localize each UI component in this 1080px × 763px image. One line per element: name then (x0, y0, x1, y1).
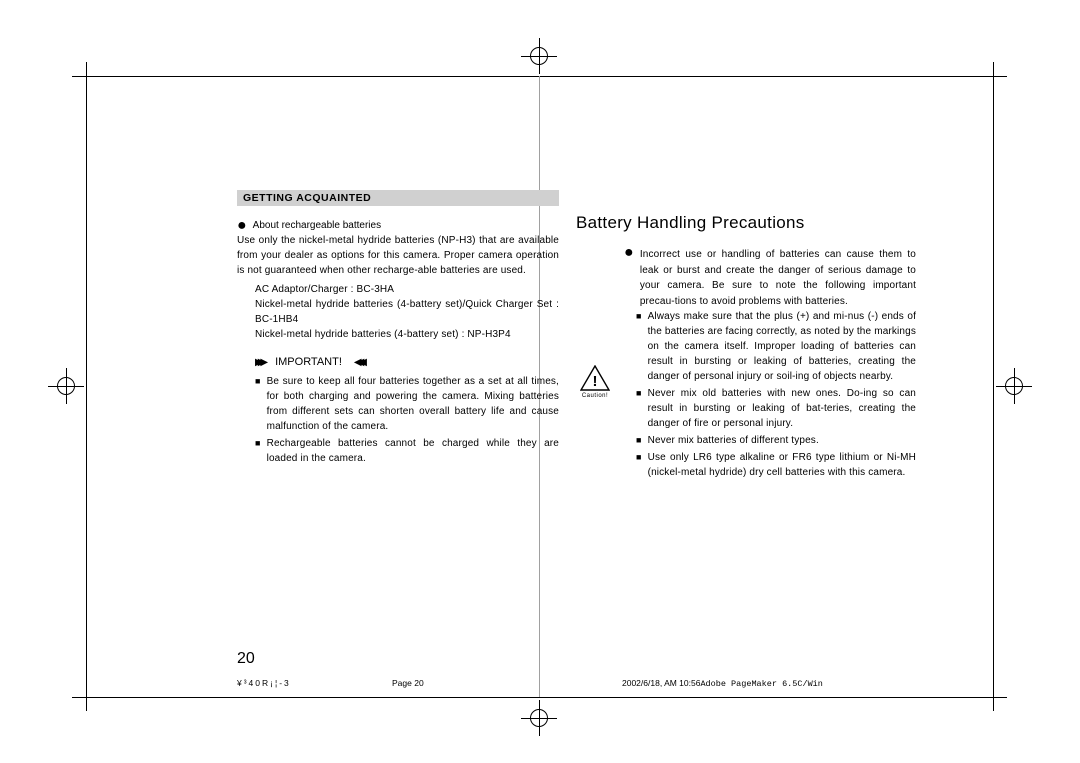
square-bullet-icon: ■ (255, 436, 261, 466)
page-number: 20 (237, 650, 255, 668)
list-text: Never mix batteries of different types. (648, 433, 916, 448)
list-item: ● Incorrect use or handling of batteries… (624, 247, 916, 309)
list-item: ■ Always make sure that the plus (+) and… (636, 309, 916, 384)
square-bullet-icon: ■ (636, 450, 642, 480)
print-slug: ¥³40R¡¦-3 Page 20 2002/6/18, AM 10:56Ado… (237, 678, 937, 689)
crop-tick (86, 697, 87, 711)
crop-frame-left (86, 76, 87, 697)
list-text: Rechargeable batteries cannot be charged… (267, 436, 559, 466)
square-bullet-icon: ■ (636, 433, 642, 448)
crop-tick (72, 697, 86, 698)
list-text: Be sure to keep all four batteries toget… (267, 374, 559, 434)
crop-tick (993, 76, 1007, 77)
subheading: About rechargeable batteries (253, 220, 381, 231)
list-text: Never mix old batteries with new ones. D… (648, 386, 916, 431)
registration-mark-right (996, 368, 1032, 404)
spec-line: AC Adaptor/Charger : BC-3HA (255, 282, 559, 297)
caution-icon-block: ! Caution! (576, 365, 614, 482)
square-bullet-icon: ■ (255, 374, 261, 434)
spec-line: Nickel-metal hydride batteries (4-batter… (255, 297, 559, 327)
spec-line: Nickel-metal hydride batteries (4-batter… (255, 327, 559, 342)
registration-mark-top (521, 38, 557, 74)
bullet-icon: ● (237, 221, 247, 231)
page-right: Battery Handling Precautions ! Caution! … (576, 213, 916, 482)
page-left: GETTING ACQUAINTED ● About rechargeable … (237, 190, 559, 468)
body-paragraph: Use only the nickel-metal hydride batter… (237, 233, 559, 278)
list-item: ■ Never mix old batteries with new ones.… (636, 386, 916, 431)
crop-tick (72, 76, 86, 77)
list-item: ■ Be sure to keep all four batteries tog… (255, 374, 559, 434)
warning-triangle-icon: ! (580, 365, 610, 391)
list-text: Always make sure that the plus (+) and m… (648, 309, 916, 384)
page-title: Battery Handling Precautions (576, 213, 916, 233)
slug-doc: ¥³40R¡¦-3 (237, 678, 392, 689)
svg-text:!: ! (593, 373, 598, 390)
section-header: GETTING ACQUAINTED (237, 190, 559, 206)
registration-mark-bottom (521, 700, 557, 736)
important-label: IMPORTANT! (275, 356, 342, 368)
registration-mark-left (48, 368, 84, 404)
important-heading: ▶▶▶ IMPORTANT! ◀◀◀ (255, 356, 559, 368)
crop-tick (993, 697, 994, 711)
chevron-left-icon: ◀◀◀ (354, 357, 362, 368)
crop-frame-right (993, 76, 994, 697)
slug-date: 2002/6/18, AM 10:56Adobe PageMaker 6.5C/… (622, 678, 823, 689)
list-item: ■ Never mix batteries of different types… (636, 433, 916, 448)
square-bullet-icon: ■ (636, 309, 642, 384)
list-item: ■ Use only LR6 type alkaline or FR6 type… (636, 450, 916, 480)
crop-frame-bottom (86, 697, 993, 698)
list-text: Use only LR6 type alkaline or FR6 type l… (648, 450, 916, 480)
slug-page: Page 20 (392, 678, 622, 689)
list-item: ■ Rechargeable batteries cannot be charg… (255, 436, 559, 466)
crop-tick (993, 62, 994, 76)
crop-tick (993, 697, 1007, 698)
round-bullet-icon: ● (624, 247, 634, 309)
chevron-right-icon: ▶▶▶ (255, 357, 263, 368)
caution-label: Caution! (582, 393, 608, 399)
crop-tick (86, 62, 87, 76)
square-bullet-icon: ■ (636, 386, 642, 431)
list-text: Incorrect use or handling of batteries c… (640, 247, 916, 309)
